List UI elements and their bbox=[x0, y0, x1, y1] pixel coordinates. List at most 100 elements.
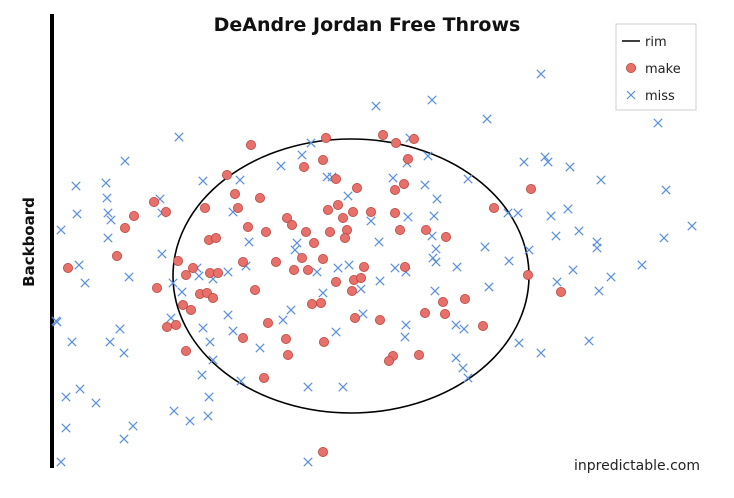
make-point bbox=[148, 196, 159, 207]
make-point bbox=[318, 336, 329, 347]
miss-point bbox=[356, 284, 366, 294]
make-point bbox=[523, 269, 534, 280]
miss-point bbox=[358, 309, 368, 319]
miss-point bbox=[375, 276, 385, 286]
miss-point bbox=[169, 406, 179, 416]
miss-point bbox=[432, 194, 442, 204]
make-markers bbox=[63, 129, 567, 457]
miss-point bbox=[519, 157, 529, 167]
miss-point bbox=[303, 382, 313, 392]
make-point bbox=[377, 129, 388, 140]
make-point bbox=[351, 182, 362, 193]
miss-point bbox=[546, 211, 556, 221]
make-point bbox=[270, 256, 281, 267]
make-point bbox=[317, 446, 328, 457]
make-point bbox=[300, 226, 311, 237]
miss-point bbox=[276, 161, 286, 171]
miss-point bbox=[366, 216, 376, 226]
miss-point bbox=[513, 208, 523, 218]
miss-point bbox=[157, 249, 167, 259]
miss-point bbox=[52, 317, 62, 327]
make-point bbox=[237, 332, 248, 343]
make-point bbox=[337, 212, 348, 223]
make-point bbox=[526, 183, 537, 194]
miss-point bbox=[318, 288, 328, 298]
miss-point bbox=[198, 176, 208, 186]
make-point bbox=[322, 204, 333, 215]
miss-point bbox=[105, 337, 115, 347]
miss-point bbox=[303, 457, 313, 467]
make-point bbox=[459, 293, 470, 304]
make-point bbox=[210, 232, 221, 243]
miss-point bbox=[56, 225, 66, 235]
miss-point bbox=[371, 101, 381, 111]
make-point bbox=[288, 264, 299, 275]
make-point bbox=[349, 312, 360, 323]
miss-point bbox=[80, 278, 90, 288]
miss-point bbox=[255, 343, 265, 353]
make-point bbox=[232, 202, 243, 213]
miss-point bbox=[428, 253, 438, 263]
miss-point bbox=[115, 324, 125, 334]
miss-point bbox=[504, 256, 514, 266]
make-point bbox=[185, 304, 196, 315]
make-point bbox=[280, 333, 291, 344]
miss-point bbox=[119, 348, 129, 358]
make-point bbox=[221, 169, 232, 180]
legend: rim make miss bbox=[615, 23, 697, 111]
miss-point bbox=[197, 370, 207, 380]
miss-point bbox=[208, 355, 218, 365]
miss-point bbox=[185, 416, 195, 426]
miss-point bbox=[102, 193, 112, 203]
make-point bbox=[260, 226, 271, 237]
miss-point bbox=[552, 277, 562, 287]
miss-point bbox=[235, 175, 245, 185]
make-point bbox=[281, 212, 292, 223]
make-point bbox=[365, 206, 376, 217]
make-point bbox=[358, 261, 369, 272]
miss-point bbox=[56, 457, 66, 467]
make-point bbox=[212, 267, 223, 278]
miss-markers bbox=[51, 69, 697, 467]
miss-point bbox=[431, 257, 441, 267]
miss-point bbox=[194, 271, 204, 281]
miss-point bbox=[312, 267, 322, 277]
miss-point bbox=[236, 376, 246, 386]
make-point bbox=[383, 355, 394, 366]
make-point bbox=[439, 308, 450, 319]
miss-point bbox=[290, 245, 300, 255]
miss-point bbox=[514, 338, 524, 348]
miss-point bbox=[205, 337, 215, 347]
miss-point bbox=[423, 151, 433, 161]
miss-point bbox=[431, 244, 441, 254]
make-point bbox=[160, 206, 171, 217]
miss-point bbox=[543, 157, 553, 167]
make-point bbox=[440, 231, 451, 242]
make-point bbox=[437, 296, 448, 307]
make-point bbox=[317, 154, 328, 165]
miss-point bbox=[61, 392, 71, 402]
miss-point bbox=[459, 324, 469, 334]
miss-point bbox=[401, 320, 411, 330]
miss-point bbox=[536, 348, 546, 358]
make-point bbox=[170, 319, 181, 330]
make-point bbox=[128, 210, 139, 221]
make-point bbox=[242, 221, 253, 232]
miss-point bbox=[333, 263, 343, 273]
miss-point bbox=[331, 327, 341, 337]
miss-point bbox=[128, 421, 138, 431]
make-point bbox=[330, 173, 341, 184]
make-point bbox=[63, 262, 74, 273]
make-point bbox=[317, 253, 328, 264]
miss-point bbox=[124, 272, 134, 282]
miss-point bbox=[306, 138, 316, 148]
miss-point bbox=[563, 204, 573, 214]
make-point bbox=[120, 222, 131, 233]
miss-point bbox=[400, 332, 410, 342]
make-point bbox=[394, 224, 405, 235]
miss-point bbox=[606, 272, 616, 282]
make-point bbox=[286, 219, 297, 230]
miss-point bbox=[687, 221, 697, 231]
miss-point bbox=[458, 363, 468, 373]
miss-point bbox=[484, 282, 494, 292]
